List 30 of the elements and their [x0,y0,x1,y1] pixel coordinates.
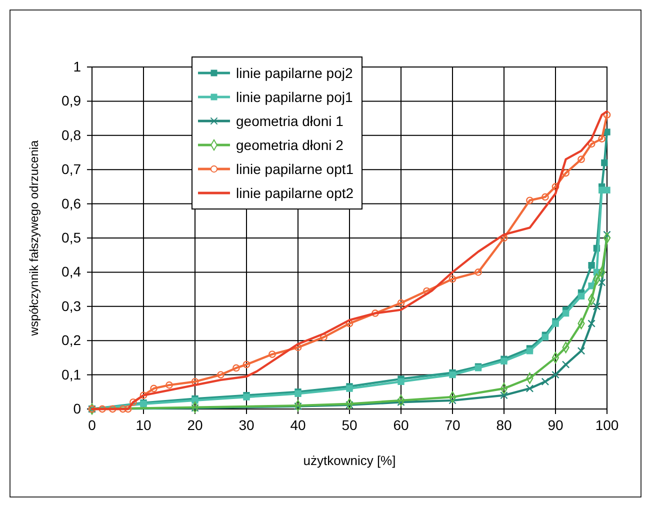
y-tick-label: 0,5 [62,229,82,246]
y-tick-label: 0,2 [62,332,82,348]
y-tick-label: 0,8 [62,126,82,143]
x-tick-label: 30 [238,416,254,433]
x-tick-label: 0 [88,416,96,433]
x-tick-label: 100 [595,416,619,433]
x-tick-label: 80 [496,416,512,433]
y-axis-title: współczynnik fałszywego odrzucenia [27,140,41,337]
legend-label: linie papilarne opt1 [236,161,354,177]
y-tick-label: 0,7 [62,161,82,178]
legend-label: linie papilarne poj1 [236,89,353,105]
legend-label: geometria dłoni 2 [236,137,344,153]
legend-label: geometria dłoni 1 [236,113,344,129]
legend-label: linie papilarne poj2 [236,65,353,81]
x-tick-label: 40 [290,416,306,433]
y-tick-label: 1 [73,58,82,74]
x-tick-label: 90 [548,416,564,433]
x-tick-label: 60 [393,416,409,433]
y-tick-label: 0,6 [62,195,82,212]
y-tick-label: 0,9 [62,92,82,109]
x-axis-title: użytkownicy [%] [303,453,396,468]
x-tick-label: 70 [444,416,460,433]
y-tick-label: 0,4 [62,264,82,280]
x-tick-label: 20 [187,416,203,433]
y-tick-label: 0,3 [62,298,82,314]
y-tick-label: 0,1 [62,366,82,382]
x-tick-label: 50 [342,416,358,433]
legend-label: linie papilarne opt2 [236,185,354,201]
x-tick-label: 10 [136,416,152,433]
y-tick-label: 0 [73,400,82,416]
